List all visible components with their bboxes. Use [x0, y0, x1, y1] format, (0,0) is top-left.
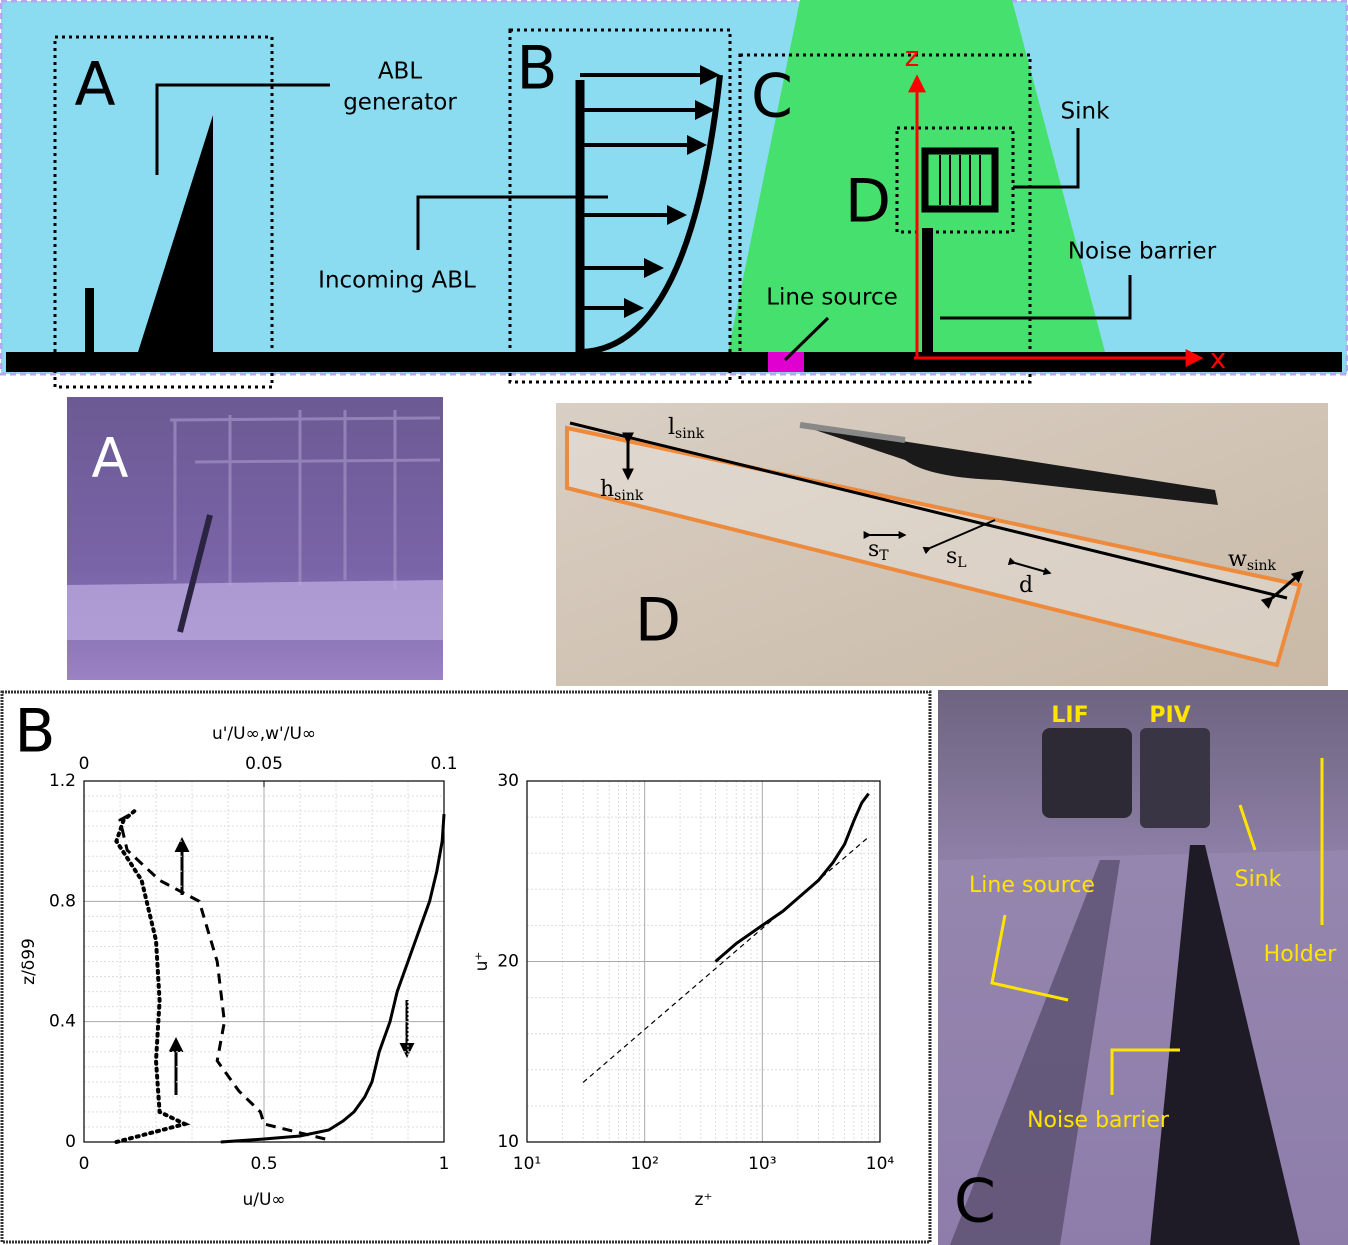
y-tick-label: 30 — [497, 771, 519, 791]
label: Holder — [1264, 942, 1338, 967]
y-axis-label: u⁺ — [472, 952, 492, 972]
photo-c: LIF PIV Line source Sink Holder Noise ba… — [938, 690, 1348, 1245]
y-tick-label: 10 — [497, 1132, 519, 1152]
x-axis-label: z⁺ — [695, 1190, 713, 1210]
y-tick-label: 20 — [497, 952, 519, 972]
y-tick-label: 1.2 — [49, 771, 76, 791]
dim-label: d — [1019, 573, 1033, 598]
label: ABL — [378, 59, 423, 85]
axis-label: x — [1210, 342, 1227, 375]
panel-label: C — [954, 1167, 996, 1237]
label: Line source — [969, 873, 1095, 898]
figure: A B C D ABL generator Incoming ABL Line … — [0, 0, 1348, 1245]
x2-axis-label: u'/U∞,w'/U∞ — [212, 724, 316, 744]
x-tick-label: 10¹ — [513, 1154, 541, 1174]
y-tick-label: 0.8 — [49, 891, 76, 911]
x-tick-label: 1 — [439, 1154, 450, 1174]
y-axis-label: z/δ99 — [19, 938, 39, 985]
panel-label: D — [845, 167, 891, 237]
x2-tick-label: 0.05 — [245, 754, 283, 774]
label: generator — [343, 90, 457, 116]
label: Noise barrier — [1027, 1108, 1170, 1133]
x-tick-label: 0 — [79, 1154, 90, 1174]
panel-frame — [2, 692, 930, 1242]
label: Noise barrier — [1068, 239, 1217, 265]
x2-tick-label: 0.1 — [430, 754, 457, 774]
schematic: A B C D ABL generator Incoming ABL Line … — [1, 0, 1347, 387]
camera — [1042, 728, 1132, 818]
label: Line source — [766, 285, 898, 311]
label: LIF — [1051, 703, 1088, 728]
camera — [1140, 728, 1210, 828]
panel-label: B — [516, 34, 557, 104]
x-tick-label: 10⁴ — [866, 1154, 895, 1174]
x-tick-label: 0.5 — [250, 1154, 277, 1174]
floor — [6, 352, 1342, 372]
x-tick-label: 10³ — [748, 1154, 776, 1174]
y-tick-label: 0.4 — [49, 1012, 76, 1032]
photo-floor — [67, 580, 443, 640]
photo-d: lsink hsink sT sL d wsink D — [556, 403, 1328, 686]
label: Incoming ABL — [318, 268, 476, 294]
line-source-mark — [768, 352, 804, 372]
x2-tick-label: 0 — [79, 754, 90, 774]
noise-barrier — [922, 228, 933, 352]
axis-label: z — [905, 40, 920, 73]
panel-label: A — [74, 50, 115, 120]
x-axis-label: u/U∞ — [242, 1190, 285, 1210]
panel-label: B — [14, 697, 55, 767]
y-tick-label: 0 — [65, 1132, 76, 1152]
photo-a: A — [67, 397, 443, 680]
x-tick-label: 10² — [630, 1154, 658, 1174]
label: Sink — [1235, 867, 1282, 892]
panel-label: C — [751, 62, 793, 132]
panel-label: A — [92, 427, 129, 490]
panel-label: D — [635, 586, 681, 656]
label: PIV — [1149, 703, 1190, 728]
roughness-post — [85, 288, 94, 352]
label: Sink — [1061, 99, 1111, 125]
